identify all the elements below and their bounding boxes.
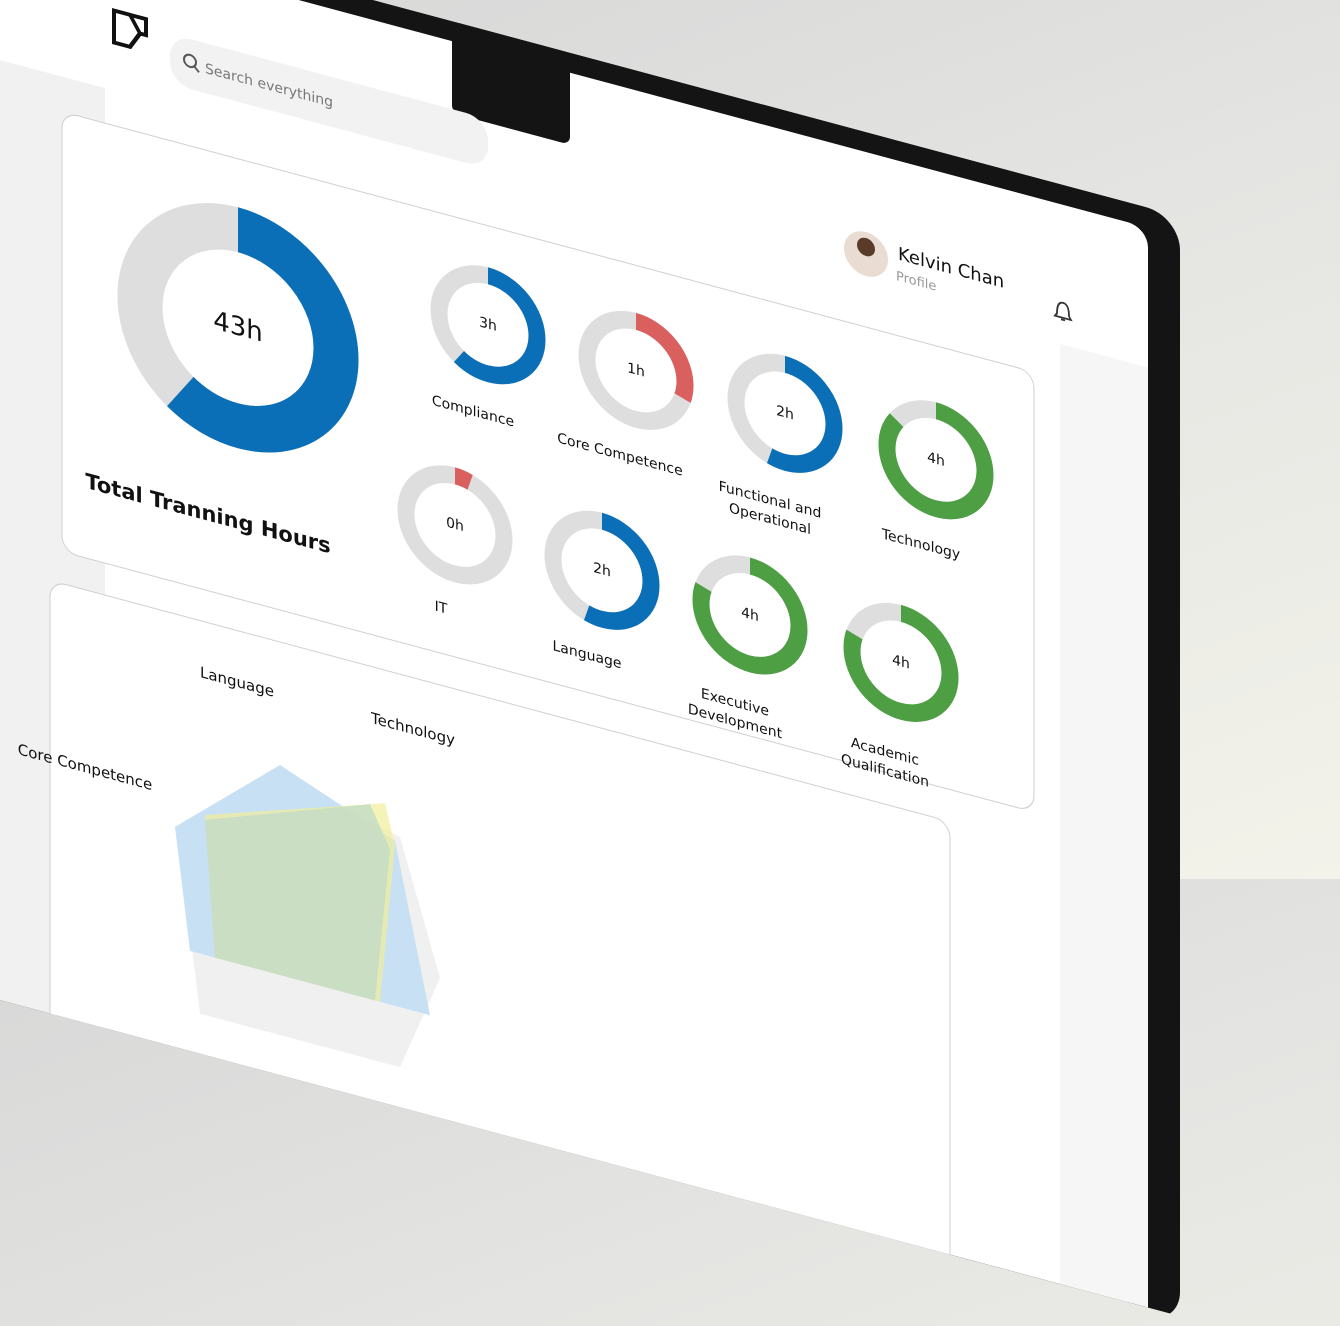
right-panel bbox=[1060, 344, 1148, 1308]
donut-arc bbox=[843, 602, 959, 722]
donut-arc bbox=[117, 203, 359, 453]
donut-arc bbox=[692, 555, 808, 675]
dashboard: Search everything Kelvin Chan Profile La… bbox=[0, 0, 1180, 1319]
donut-hours: 4h bbox=[741, 605, 759, 625]
donut-hours: 3h bbox=[479, 315, 497, 335]
donut-arc bbox=[544, 510, 660, 630]
donut-hours: 1h bbox=[627, 360, 645, 380]
logo bbox=[112, 8, 148, 50]
donut-arc bbox=[397, 465, 513, 585]
donut-hours: 4h bbox=[892, 652, 910, 672]
notification-bell[interactable] bbox=[1053, 301, 1073, 322]
donut-arc bbox=[878, 400, 994, 520]
avatar bbox=[857, 237, 875, 257]
donut-hours: 4h bbox=[927, 450, 945, 470]
category-label: IT bbox=[435, 599, 448, 618]
donut-hours: 0h bbox=[446, 515, 464, 535]
donut-hours: 2h bbox=[776, 403, 794, 423]
search-box[interactable] bbox=[170, 34, 488, 169]
laptop-screen: Search everything Kelvin Chan Profile La… bbox=[0, 0, 1180, 1319]
camera-notch bbox=[452, 22, 570, 143]
donut-hours: 2h bbox=[593, 560, 611, 580]
search-icon bbox=[183, 53, 197, 69]
donut-arc bbox=[578, 310, 694, 430]
donut-arc bbox=[727, 353, 843, 473]
donut-arc bbox=[430, 265, 546, 385]
search-icon bbox=[193, 65, 200, 73]
